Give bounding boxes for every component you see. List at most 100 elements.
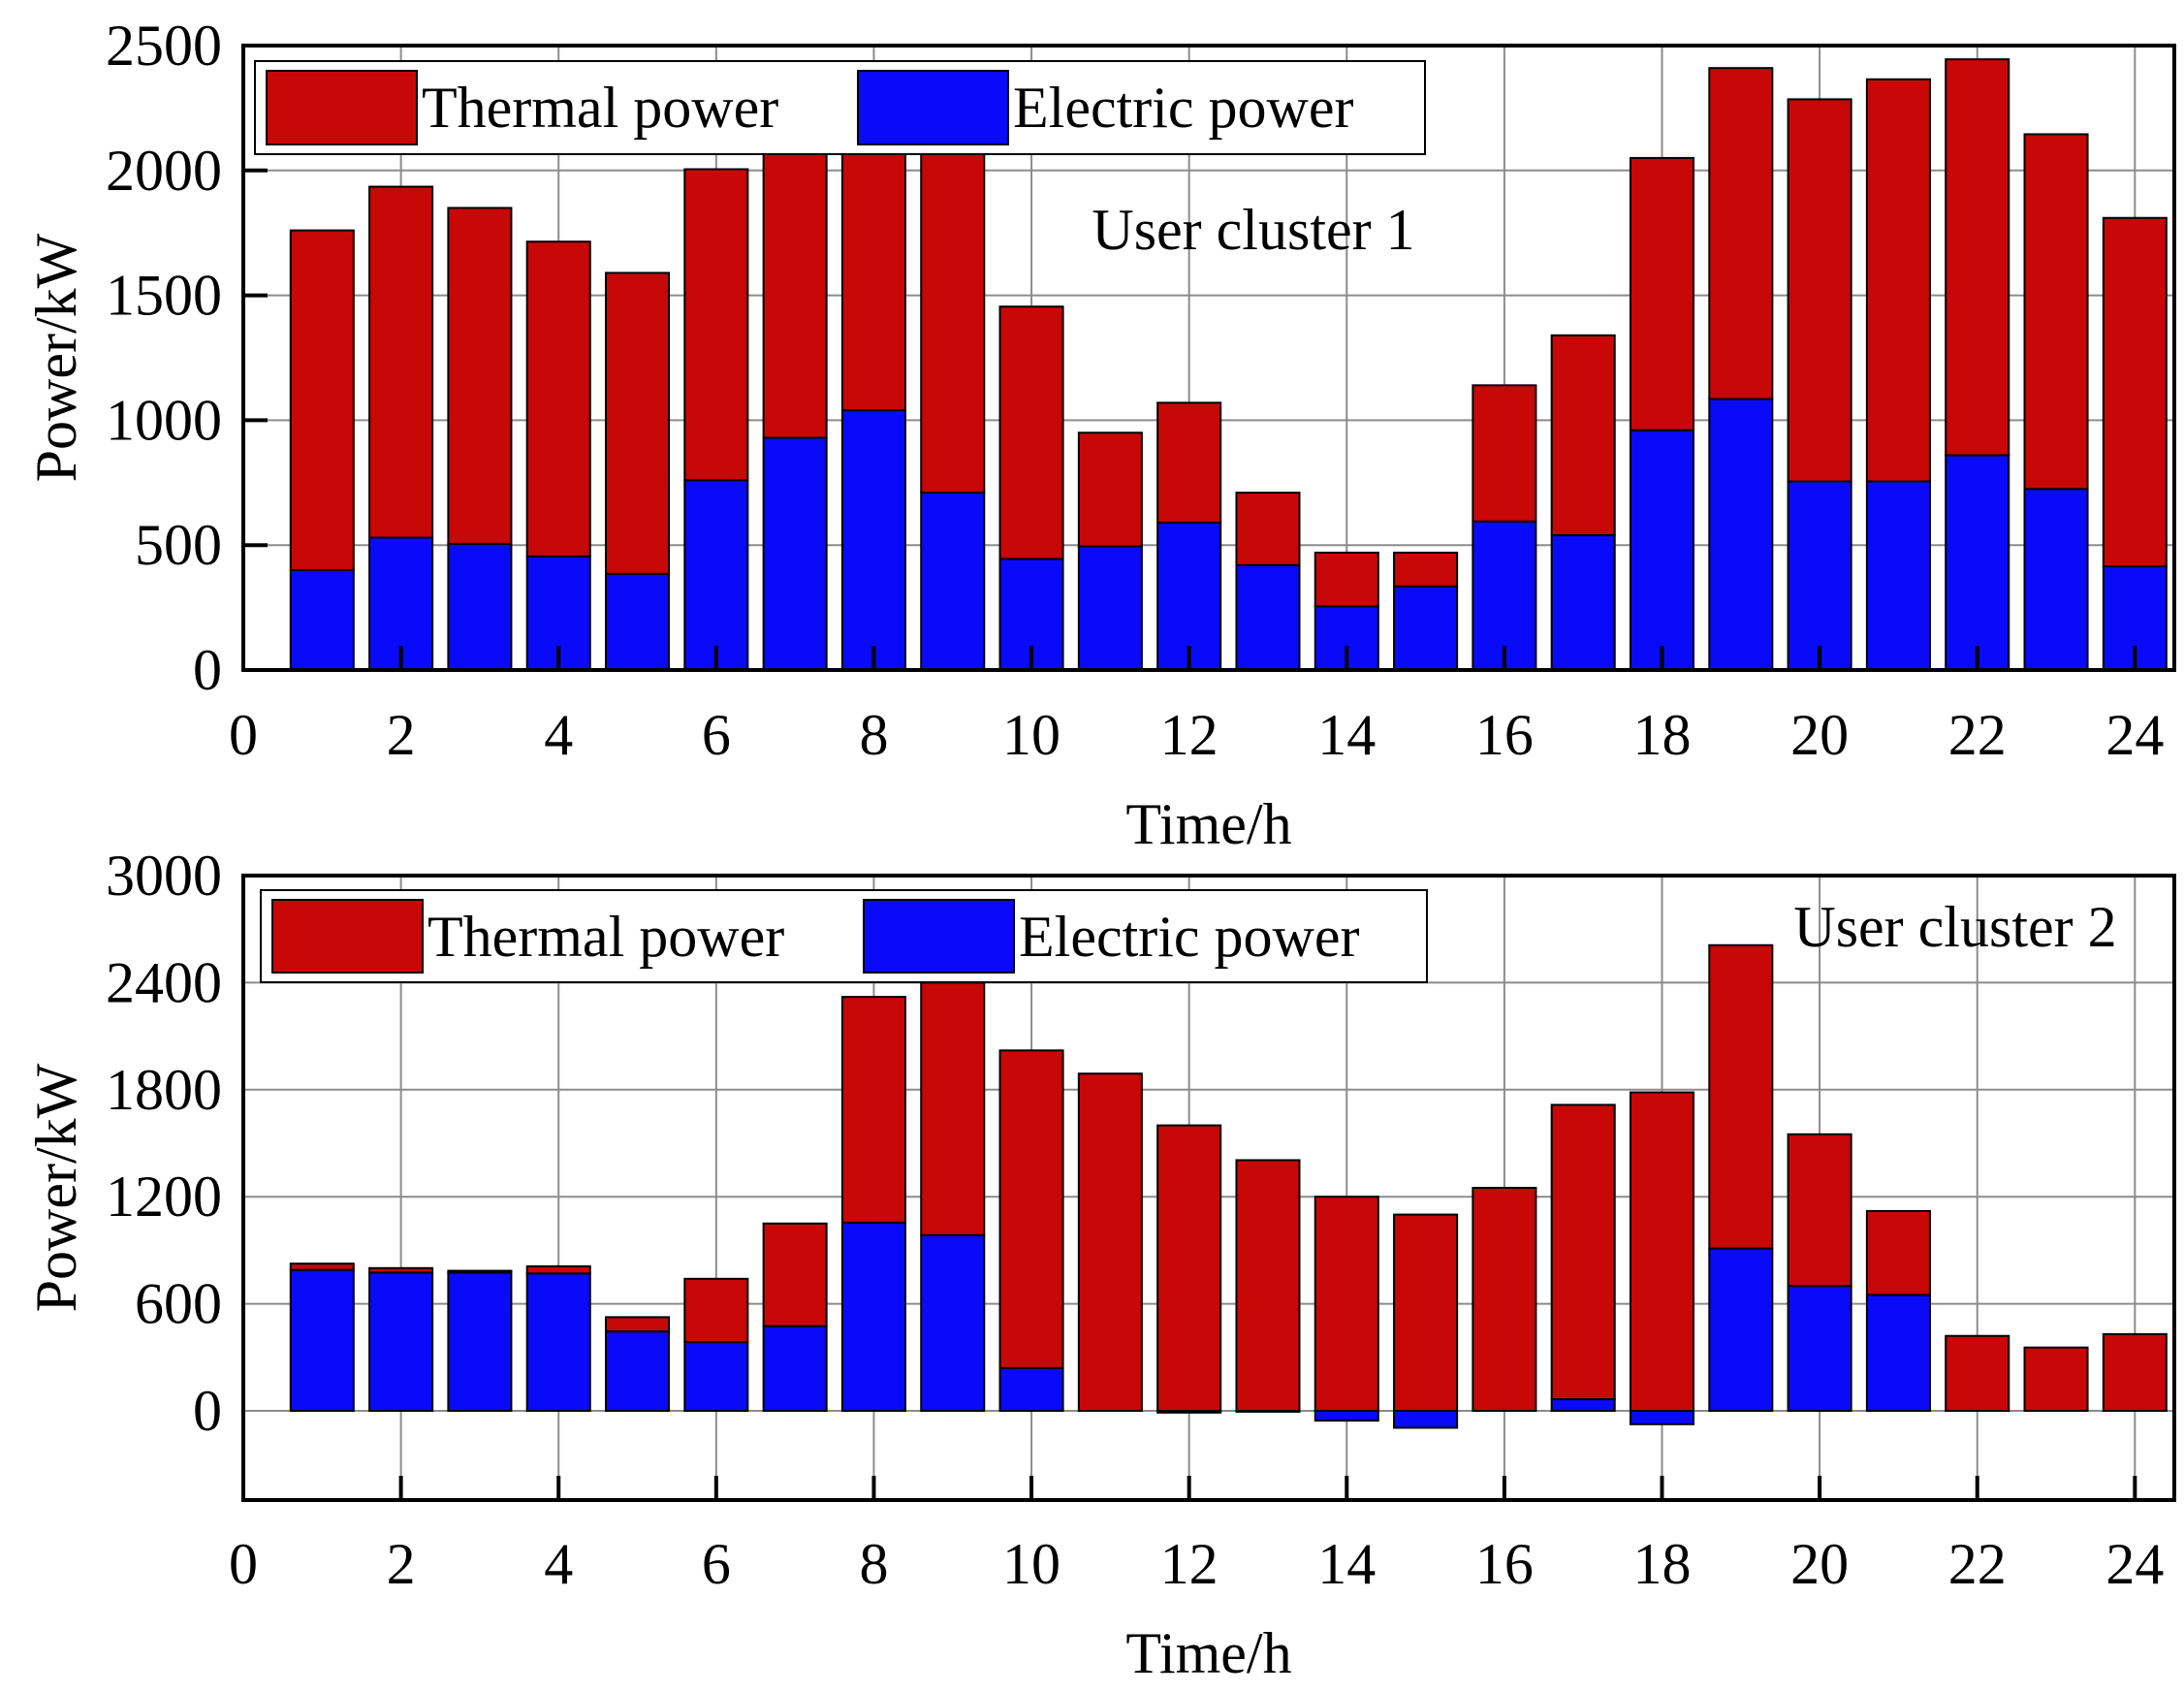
bar-thermal-power <box>289 1262 355 1271</box>
bar-electric-power <box>840 1221 906 1412</box>
legend: Thermal power Electric power <box>260 889 1428 983</box>
bar-thermal-power <box>920 981 986 1236</box>
x-tick-label: 4 <box>544 1532 573 1596</box>
bar-thermal-power <box>1472 384 1537 523</box>
x-tick-label: 18 <box>1633 703 1692 767</box>
y-axis-label: Power/kW <box>24 1063 88 1312</box>
bar-thermal-power <box>1629 156 1695 431</box>
axis-ticks <box>243 168 2137 670</box>
bar-electric-power <box>447 1271 513 1413</box>
bar-thermal-power <box>762 149 828 439</box>
legend-box <box>254 60 1426 155</box>
x-tick-label: 22 <box>1948 1532 2007 1596</box>
bar-electric-power <box>1156 522 1222 671</box>
bar-thermal-power <box>525 1264 591 1275</box>
bar-thermal-power <box>1472 1187 1537 1412</box>
bar-thermal-power <box>1629 1091 1695 1413</box>
bar-series <box>289 58 2168 672</box>
bar-electric-power <box>1550 533 1616 671</box>
bar-thermal-power <box>289 229 355 571</box>
x-tick-label: 20 <box>1790 1532 1849 1596</box>
axis-ticks <box>398 1476 2137 1500</box>
bar-electric-power <box>683 479 749 671</box>
x-tick-label: 16 <box>1475 1532 1534 1596</box>
y-tick-labels: 0 600 1200 1800 2400 3000 <box>106 844 222 1443</box>
bar-electric-power <box>1945 454 2010 671</box>
x-tick-label: 12 <box>1160 1532 1219 1596</box>
bar-thermal-power <box>1865 78 1931 483</box>
bar-electric-power <box>1865 1294 1931 1413</box>
x-tick-labels: 0 2 4 6 8 10 12 14 16 18 20 22 24 <box>229 1532 2164 1596</box>
x-tick-label: 24 <box>2105 1532 2164 1596</box>
bar-thermal-power <box>1156 1124 1222 1412</box>
bar-thermal-power <box>998 1049 1064 1369</box>
bar-thermal-power <box>1945 58 2010 457</box>
bar-electric-power <box>1708 1247 1774 1413</box>
legend-label-thermal: Thermal power <box>427 905 784 969</box>
bar-thermal-power <box>2102 216 2168 568</box>
y-tick-label: 0 <box>193 638 222 702</box>
bar-thermal-power <box>920 149 986 495</box>
chart-panel-user-cluster-1: 0 2 4 6 8 10 12 14 16 18 20 22 24 050010001500200025… <box>24 14 2176 856</box>
bar-electric-power <box>1550 1398 1616 1413</box>
legend-label-thermal: Thermal power <box>422 76 778 140</box>
y-tick-label: 600 <box>135 1272 222 1336</box>
bar-electric-power <box>289 1268 355 1413</box>
bar-thermal-power <box>2023 133 2089 491</box>
bar-electric-power <box>920 1233 986 1413</box>
bar-thermal-power <box>447 1269 513 1274</box>
bar-thermal-power <box>1393 1213 1459 1412</box>
x-tick-label: 14 <box>1317 703 1376 767</box>
y-tick-label: 1500 <box>106 264 222 328</box>
x-tick-label: 24 <box>2105 703 2164 767</box>
bar-thermal-power <box>762 1222 828 1327</box>
bar-thermal-power <box>368 185 434 539</box>
bar-thermal-power <box>1235 492 1301 566</box>
bar-thermal-power <box>368 1266 434 1274</box>
bar-series <box>289 943 2168 1429</box>
bar-thermal-power <box>1708 67 1774 400</box>
x-tick-label: 6 <box>702 703 731 767</box>
y-tick-label: 500 <box>135 513 222 577</box>
x-tick-label: 6 <box>702 1532 731 1596</box>
bar-electric-power <box>368 1271 434 1413</box>
x-tick-label: 8 <box>859 703 888 767</box>
x-axis-label: Time/h <box>1125 792 1291 856</box>
panel-annotation: User cluster 1 <box>1092 198 1414 262</box>
bar-electric-power <box>605 1330 671 1412</box>
y-tick-label: 3000 <box>106 844 222 908</box>
bar-thermal-power <box>840 151 906 412</box>
bar-electric-power <box>525 1272 591 1412</box>
y-tick-label: 2400 <box>106 950 222 1014</box>
bar-thermal-power <box>1314 1196 1379 1412</box>
plot-frame <box>241 874 2176 1502</box>
bar-thermal-power <box>1156 401 1222 525</box>
x-tick-label: 10 <box>1002 1532 1060 1596</box>
y-tick-label: 1000 <box>106 388 222 452</box>
bar-electric-power <box>1629 429 1695 672</box>
bar-electric-power <box>1787 480 1852 671</box>
bar-electric-power <box>289 568 355 672</box>
bar-thermal-power <box>1235 1159 1301 1412</box>
bar-electric-power <box>1393 1410 1459 1429</box>
bar-electric-power <box>1787 1285 1852 1412</box>
bar-electric-power <box>920 492 986 671</box>
bar-thermal-power <box>683 168 749 482</box>
bar-thermal-power <box>2023 1346 2089 1413</box>
x-tick-label: 2 <box>387 703 416 767</box>
bar-thermal-power <box>840 996 906 1224</box>
y-tick-label: 1200 <box>106 1165 222 1229</box>
legend: Thermal power Electric power <box>254 60 1426 155</box>
bar-thermal-power <box>1077 431 1143 548</box>
bar-thermal-power <box>525 240 591 558</box>
bar-thermal-power <box>447 207 513 545</box>
bar-electric-power <box>1708 398 1774 671</box>
bar-thermal-power <box>1314 551 1379 608</box>
x-tick-label: 12 <box>1160 703 1219 767</box>
bar-thermal-power <box>1865 1209 1931 1296</box>
bar-electric-power <box>683 1341 749 1413</box>
y-axis-label: Power/kW <box>24 233 88 482</box>
x-tick-label: 2 <box>387 1532 416 1596</box>
bar-thermal-power <box>1787 1133 1852 1288</box>
